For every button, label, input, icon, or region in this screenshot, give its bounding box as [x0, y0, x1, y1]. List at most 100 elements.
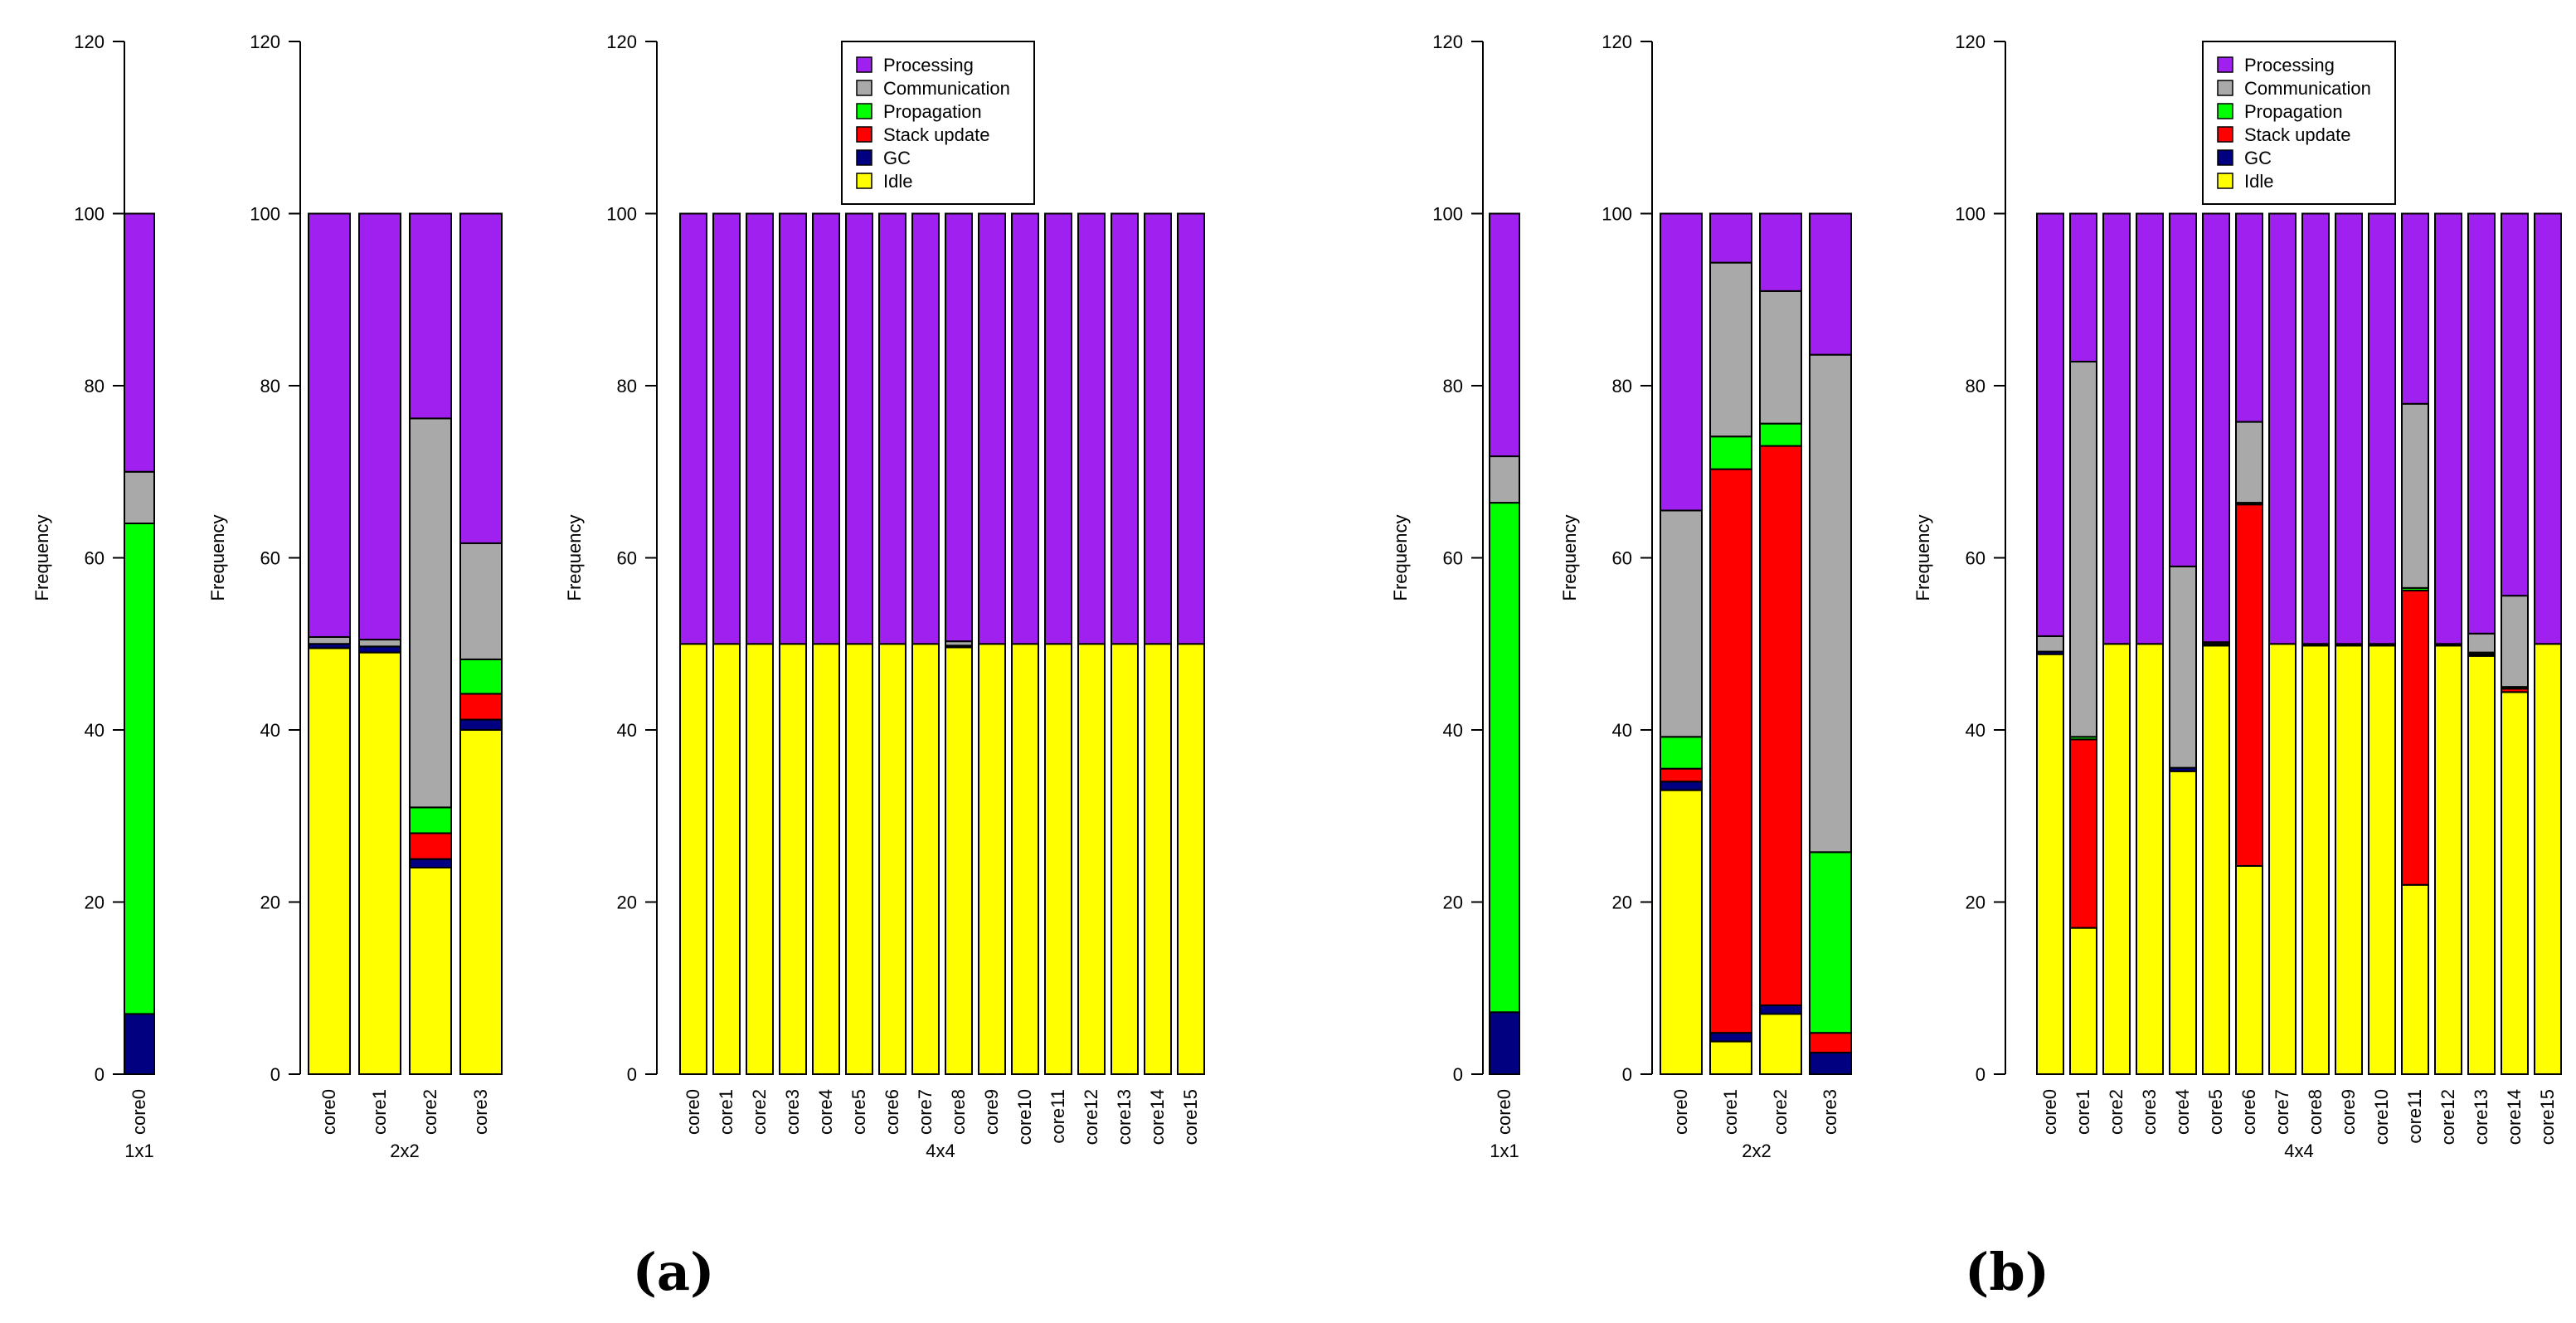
y-tick-label: 80: [85, 376, 104, 396]
bar-segment-idle: [409, 867, 452, 1075]
bar-segment-idle: [812, 643, 840, 1075]
bar-segment-processing: [2169, 212, 2197, 567]
bar-segment-processing: [2268, 212, 2297, 645]
y-axis-label: Frequency: [1390, 515, 1411, 601]
bar-segment-idle: [1011, 643, 1039, 1075]
x-tick-label: core4: [2172, 1089, 2193, 1135]
bar-segment-gc: [1759, 1004, 1802, 1015]
y-tick-label: 20: [85, 893, 104, 913]
bar-segment-processing: [1709, 212, 1752, 264]
x-tick-label: core3: [782, 1089, 803, 1135]
bar-segment-propagation: [1489, 502, 1520, 1014]
bar-segment-communication: [2401, 402, 2429, 589]
y-axis-label: Frequency: [32, 515, 52, 601]
bar-segment-communication: [358, 639, 401, 648]
y-tick-label: 20: [617, 893, 637, 913]
x-tick-label: core0: [683, 1089, 703, 1135]
x-tick-label: core6: [882, 1089, 902, 1135]
bar-segment-communication: [459, 542, 503, 660]
legend-swatch-gc: [2217, 149, 2233, 166]
legend-label: GC: [2244, 148, 2272, 168]
x-tick-label: core2: [420, 1089, 440, 1135]
bar-segment-idle: [1177, 643, 1205, 1075]
bar-segment-processing: [2501, 212, 2529, 597]
bar-segment-gc: [409, 858, 452, 868]
x-tick-label: core9: [981, 1089, 1002, 1135]
bar-segment-processing: [1809, 212, 1852, 356]
bar-segment-stack-update: [409, 832, 452, 860]
y-tick-label: 120: [1601, 32, 1632, 52]
legend-label: Stack update: [883, 124, 989, 145]
x-tick-label: core10: [2371, 1089, 2392, 1145]
bar-segment-idle: [1660, 789, 1703, 1075]
bar-segment-communication: [2069, 360, 2097, 738]
bar-segment-processing: [2401, 212, 2429, 405]
x-tick-label: core15: [2537, 1089, 2558, 1145]
bar-segment-gc: [1489, 1011, 1520, 1076]
bar-segment-idle: [2169, 770, 2197, 1075]
y-tick-label: 60: [1443, 548, 1463, 569]
bar-segment-processing: [1144, 212, 1172, 645]
bar-segment-idle: [2335, 644, 2363, 1075]
bar-segment-idle: [978, 643, 1006, 1075]
bar-segment-processing: [1111, 212, 1139, 645]
legend-swatch-communication: [856, 80, 872, 96]
group-label: 1x1: [1490, 1141, 1519, 1161]
bar-segment-idle: [2434, 644, 2462, 1075]
bar-segment-idle: [2036, 653, 2064, 1075]
bar-segment-stack-update: [1759, 445, 1802, 1006]
legend-label: Communication: [883, 78, 1010, 99]
y-axis-label: Frequency: [207, 515, 228, 601]
bar-segment-stack-update: [459, 693, 503, 721]
bar-segment-processing: [712, 212, 741, 645]
y-tick-label: 80: [260, 376, 280, 396]
x-tick-label: core12: [2437, 1089, 2458, 1145]
x-tick-label: core12: [1081, 1089, 1101, 1145]
y-tick-label: 20: [260, 893, 280, 913]
y-tick-label: 40: [1612, 720, 1632, 741]
y-tick-label: 60: [1966, 548, 1985, 569]
x-tick-label: core1: [2073, 1089, 2093, 1135]
bar-segment-idle: [679, 643, 707, 1075]
x-tick-label: core0: [2039, 1089, 2060, 1135]
bar-segment-processing: [2368, 212, 2396, 645]
bar-segment-idle: [878, 643, 906, 1075]
legend-label: GC: [883, 148, 911, 168]
bar-segment-communication: [2501, 595, 2529, 688]
y-tick-label: 120: [1955, 32, 1985, 52]
chart-a-4x4: 0 20 40 60 80 100 120 Frequency core0 core1 core2 c…: [564, 32, 1205, 1161]
x-tick-label: core2: [2106, 1089, 2126, 1135]
y-tick-label: 40: [1443, 720, 1463, 741]
x-tick-label: core1: [1720, 1089, 1741, 1135]
bar-segment-communication: [308, 635, 351, 645]
y-tick-label: 60: [85, 548, 104, 569]
chart-a-1x1: 0 20 40 60 80 100 120 Frequency core0 1x1: [32, 32, 155, 1161]
x-tick-label: core15: [1180, 1089, 1201, 1145]
legend-swatch-processing: [2217, 56, 2233, 73]
bar-segment-communication: [1759, 289, 1802, 425]
legend-swatch-communication: [2217, 80, 2233, 96]
bar-segment-idle: [2301, 644, 2330, 1075]
bar-segment-propagation: [409, 806, 452, 834]
bar-segment-processing: [1044, 212, 1072, 645]
y-tick-label: 120: [74, 32, 104, 52]
legend-label: Processing: [2244, 55, 2335, 75]
y-axis-label: Frequency: [1913, 515, 1933, 601]
bar-segment-propagation: [459, 658, 503, 695]
x-tick-label: core0: [1670, 1089, 1691, 1135]
bar-segment-processing: [409, 212, 452, 420]
x-tick-label: core4: [815, 1089, 836, 1135]
bar-segment-gc: [1709, 1032, 1752, 1043]
y-tick-label: 80: [1966, 376, 1985, 396]
bar-segment-processing: [1011, 212, 1039, 645]
x-tick-label: core0: [318, 1089, 339, 1135]
bar-segment-idle: [746, 643, 774, 1075]
y-tick-label: 120: [1432, 32, 1463, 52]
y-tick-label: 20: [1443, 893, 1463, 913]
bar-segment-idle: [2235, 864, 2263, 1076]
bar-segment-propagation: [1759, 422, 1802, 447]
bar-segment-communication: [1489, 455, 1520, 504]
y-tick-label: 80: [617, 376, 637, 396]
bar-segment-processing: [2467, 212, 2496, 635]
legend-swatch-stack-update: [856, 126, 872, 143]
